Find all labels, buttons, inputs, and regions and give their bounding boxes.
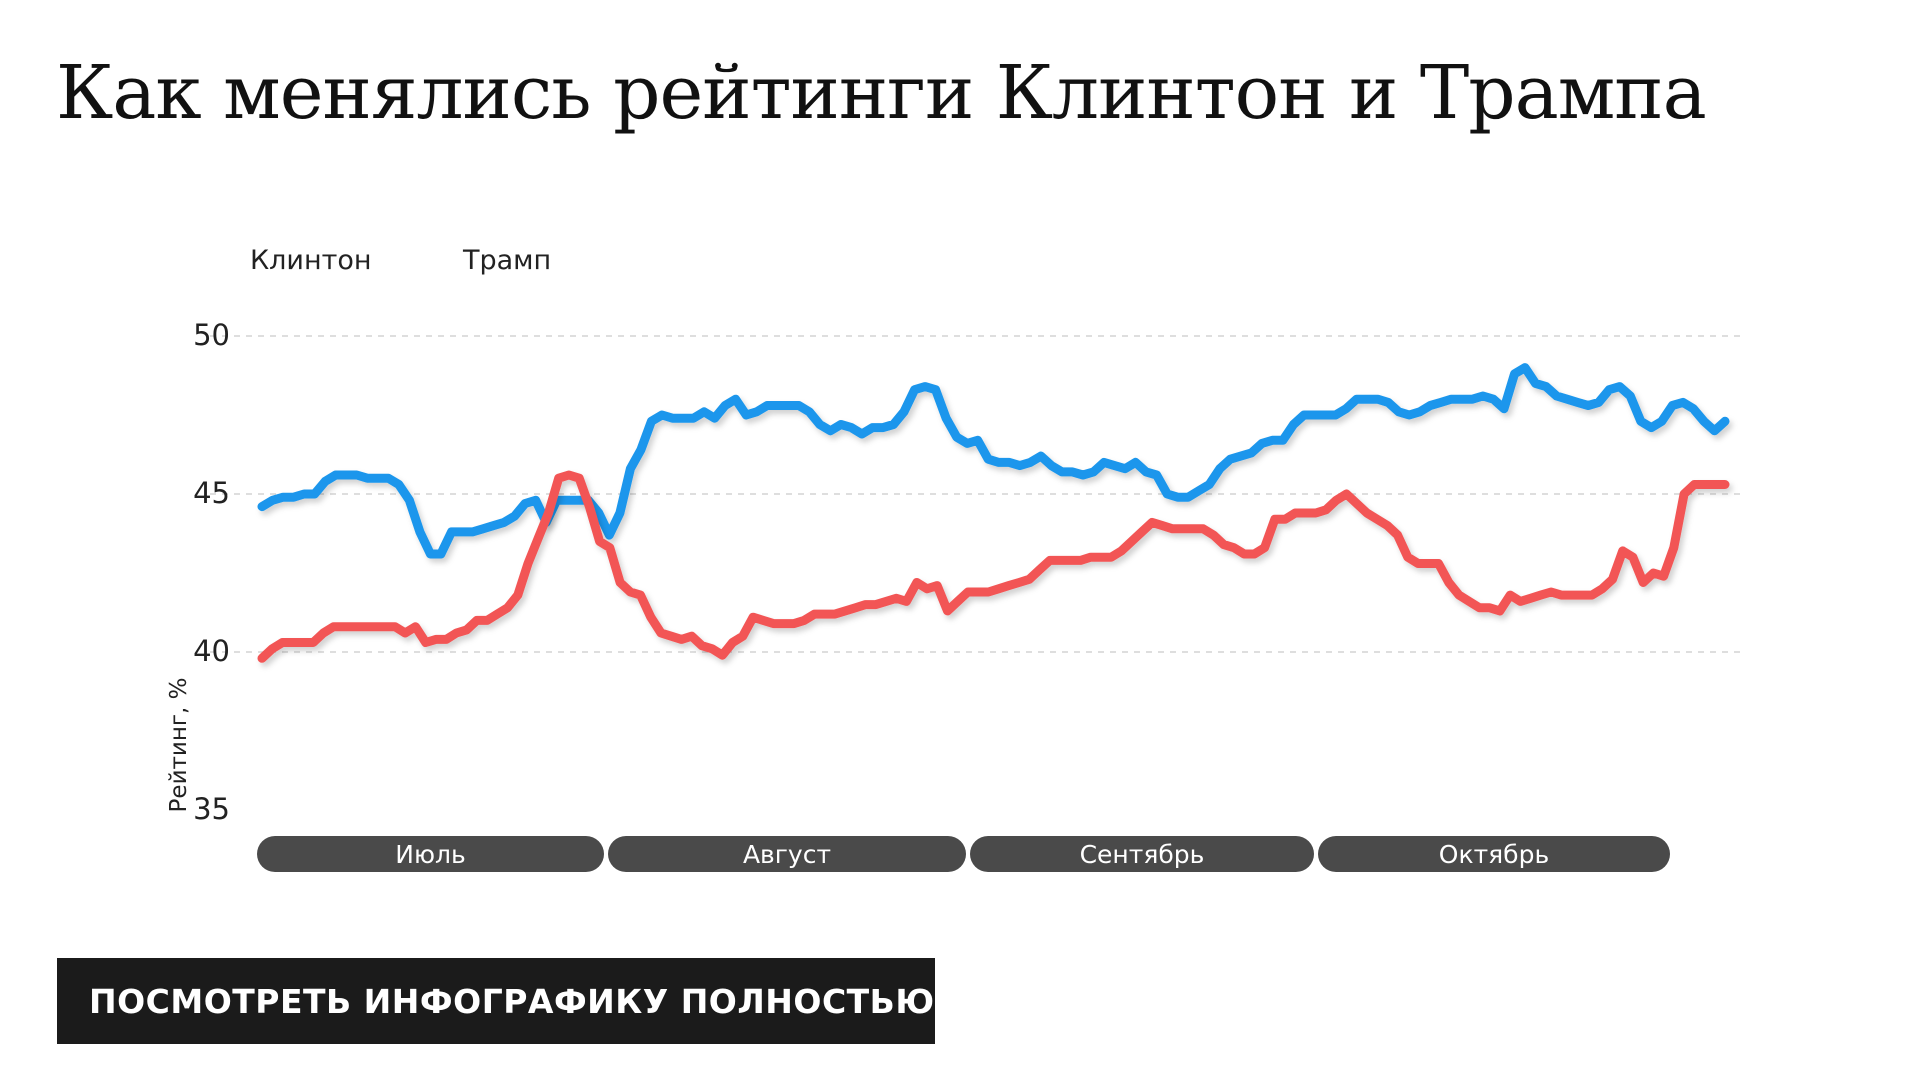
y-tick-label: 50 (193, 318, 230, 352)
y-tick-label: 45 (193, 476, 230, 510)
month-label: Август (743, 840, 831, 869)
chart-lines (257, 363, 1730, 663)
month-pill (1318, 836, 1670, 872)
y-axis-label: Рейтинг, % (166, 678, 192, 813)
month-axis: Июль Август Сентябрь Октябрь (257, 836, 1670, 872)
month-pill (970, 836, 1314, 872)
month-label: Сентябрь (1080, 840, 1205, 869)
y-tick-label: 35 (193, 792, 230, 826)
month-label: Октябрь (1439, 840, 1549, 869)
page-title: Как менялись рейтинги Клинтон и Трампа (56, 50, 1707, 136)
rating-chart: Клинтон Трамп 35 40 45 50 Рейтинг, % Июль Авг… (166, 245, 1745, 872)
month-label: Июль (395, 840, 465, 869)
chart-grid (210, 335, 1745, 653)
y-axis: 35 40 45 50 (193, 318, 230, 826)
month-pill (608, 836, 966, 872)
legend-label: Трамп (462, 245, 551, 276)
view-full-infographic-button[interactable]: ПОСМОТРЕТЬ ИНФОГРАФИКУ ПОЛНОСТЬЮ >> (57, 958, 1030, 1044)
y-tick-label: 40 (193, 634, 230, 668)
legend-label: Клинтон (250, 245, 372, 276)
month-pill (257, 836, 604, 872)
view-full-infographic-label: ПОСМОТРЕТЬ ИНФОГРАФИКУ ПОЛНОСТЬЮ (89, 981, 935, 1021)
chart-legend: Клинтон Трамп (180, 245, 551, 276)
double-chevron-right-icon: >> (974, 981, 1031, 1021)
series-line-Трамп (257, 470, 1730, 663)
series-line-Клинтон (257, 363, 1730, 559)
